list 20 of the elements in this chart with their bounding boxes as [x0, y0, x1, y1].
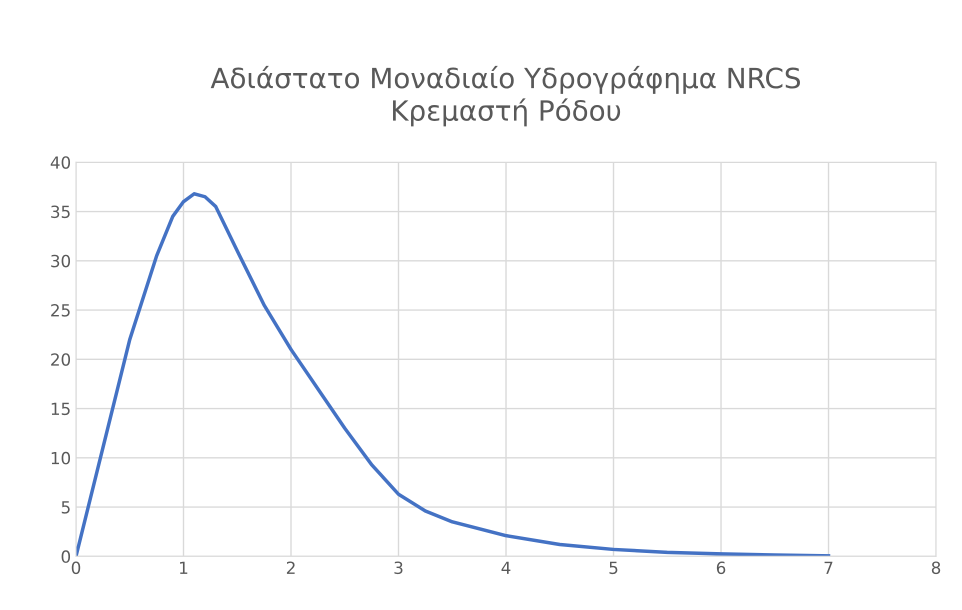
chart-title: Αδιάστατο Μοναδιαίο Υδρογράφημα NRCS Κρεμαστή Ρόδου	[210, 66, 800, 126]
y-tick-label: 15	[52, 402, 70, 416]
y-tick-label: 40	[50, 156, 70, 169]
x-tick-label: 4	[502, 562, 510, 574]
y-tick-label: 0	[62, 550, 70, 563]
x-tick-label: 8	[932, 561, 940, 574]
y-tick-label: 20	[51, 353, 70, 366]
x-tick-label: 0	[72, 561, 80, 574]
x-tick-label: 5	[610, 562, 618, 574]
y-tick-label: 30	[51, 254, 70, 268]
x-tick-label: 7	[824, 562, 832, 574]
y-tick-label: 35	[51, 205, 70, 218]
y-tick-label: 10	[52, 452, 70, 464]
x-tick-label: 6	[716, 561, 726, 574]
x-tick-label: 3	[394, 561, 402, 574]
line-series	[76, 192, 830, 556]
y-tick-label: 5	[62, 501, 70, 514]
x-tick-label: 1	[180, 562, 188, 574]
x-tick-label: 2	[286, 561, 295, 574]
y-tick-label: 25	[51, 304, 70, 317]
